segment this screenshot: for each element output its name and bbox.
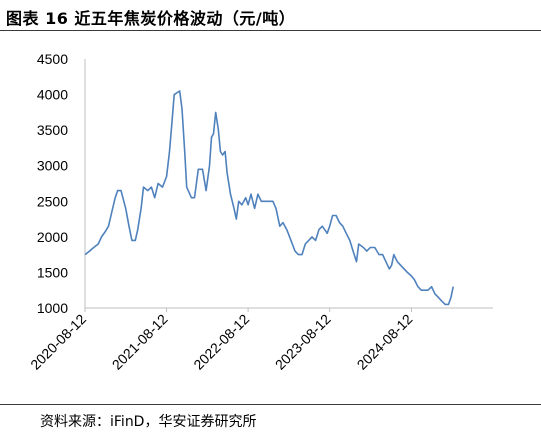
y-tick-label: 4000 xyxy=(37,87,68,103)
x-tick-label: 2021-08-12 xyxy=(109,311,171,373)
price-series-line xyxy=(84,90,454,306)
x-tick-label: 2020-08-12 xyxy=(27,311,89,373)
x-tick-label: 2023-08-12 xyxy=(272,311,334,373)
y-tick-label: 2500 xyxy=(37,193,68,209)
y-tick-label: 3500 xyxy=(37,122,68,138)
x-tick-label: 2022-08-12 xyxy=(190,311,252,373)
y-tick-label: 1500 xyxy=(37,264,68,280)
top-divider xyxy=(0,30,541,31)
y-tick-label: 3000 xyxy=(37,158,68,174)
x-tick-label: 2024-08-12 xyxy=(354,311,416,373)
source-note: 资料来源：iFinD，华安证券研究所 xyxy=(40,414,257,430)
y-tick-label: 1000 xyxy=(37,300,68,316)
bottom-divider xyxy=(0,404,541,405)
chart-title: 图表 16 近五年焦炭价格波动（元/吨） xyxy=(6,9,296,28)
y-tick-label: 2000 xyxy=(37,229,68,245)
y-tick-label: 4500 xyxy=(37,51,68,67)
